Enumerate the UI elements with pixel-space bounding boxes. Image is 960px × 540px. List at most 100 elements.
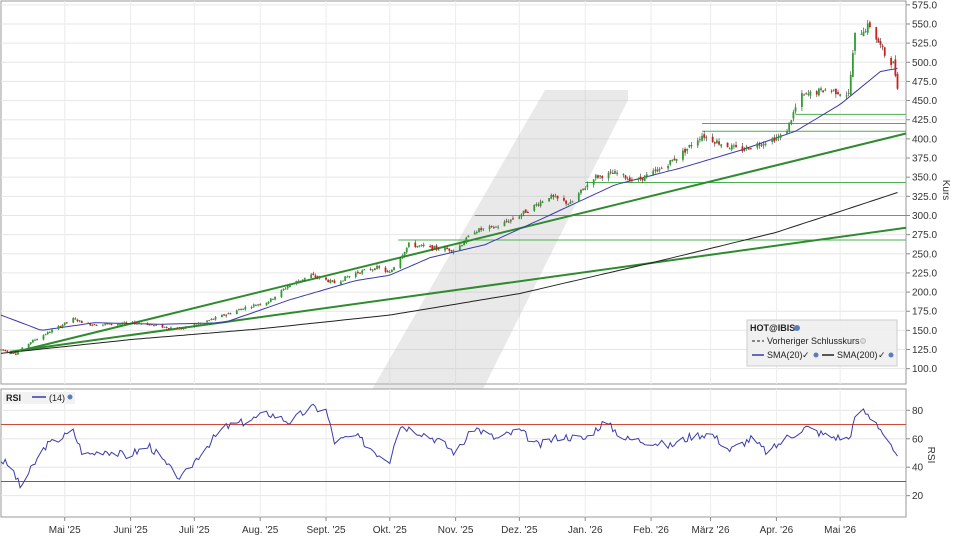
candle-down [74, 318, 77, 320]
price-tick-label: 500.0 [912, 58, 937, 69]
x-tick-label: Mai '25 [49, 525, 81, 536]
legend-toggle-icon[interactable] [860, 338, 866, 344]
x-tick-label: Apr. '26 [760, 525, 794, 536]
legend-item-sma20: SMA(20) [767, 350, 803, 360]
candle-down [877, 38, 880, 43]
legend-title: HOT@IBIS [750, 323, 795, 333]
candle-up [418, 245, 421, 247]
candle-down [448, 248, 451, 251]
candle-up [78, 320, 81, 322]
candle-down [146, 323, 149, 326]
candle-down [327, 279, 330, 283]
candle-down [684, 148, 686, 153]
candle-up [0, 349, 2, 351]
candle-down [212, 318, 215, 320]
candle-up [44, 334, 47, 336]
candle-up [57, 326, 60, 330]
candle-up [393, 267, 395, 271]
candle-up [361, 270, 364, 274]
rsi-month-gridlines [64, 389, 841, 517]
x-tick-label: Jan. '26 [568, 525, 603, 536]
candle-up [235, 310, 238, 315]
candle-up [433, 246, 436, 249]
price-tick-label: 325.0 [912, 192, 937, 203]
candle-up [720, 144, 723, 147]
candle-up [686, 148, 689, 151]
candle-down [325, 277, 327, 280]
candle-down [223, 314, 225, 316]
candle-up [584, 188, 587, 190]
price-tick-label: 200.0 [912, 288, 937, 299]
candle-down [357, 271, 359, 274]
candle-up [839, 94, 842, 96]
candle-down [563, 198, 565, 201]
candle-up [437, 249, 440, 251]
candle-up [667, 166, 669, 169]
legend-check-sma20-icon[interactable]: ✓ [802, 350, 810, 360]
candle-up [416, 245, 419, 248]
candle-down [176, 327, 179, 330]
candle-up [221, 314, 223, 318]
candle-up [29, 342, 32, 345]
candle-up [153, 325, 155, 327]
price-tick-label: 575.0 [912, 0, 937, 11]
candle-up [346, 276, 349, 278]
candle-down [601, 175, 604, 179]
candle-up [284, 288, 287, 290]
candle-up [705, 136, 708, 139]
candle-up [541, 201, 544, 203]
legend-settings-sma200-icon[interactable] [888, 352, 894, 358]
candle-down [868, 22, 871, 28]
candle-up [452, 250, 455, 253]
candle-up [21, 347, 24, 351]
candle-down [490, 225, 493, 227]
x-tick-label: Dez. '25 [501, 525, 538, 536]
candle-up [184, 326, 187, 328]
candle-up [567, 203, 570, 205]
candle-up [777, 136, 780, 138]
candle-up [227, 313, 230, 315]
candle-down [624, 175, 627, 179]
rsi-axis-ticks: 20 40 60 80 [906, 406, 924, 502]
candle-up [688, 145, 691, 148]
candle-up [197, 323, 200, 325]
candle-up [580, 189, 582, 194]
x-tick-label: Juli '25 [179, 525, 210, 536]
rsi-settings-icon[interactable] [67, 394, 73, 400]
candle-down [359, 272, 361, 274]
candle-down [314, 275, 317, 277]
candle-down [4, 349, 7, 351]
legend-check-sma200-icon[interactable]: ✓ [878, 350, 886, 360]
candle-up [458, 245, 461, 251]
candle-down [628, 177, 631, 182]
x-tick-label: Okt. '25 [373, 525, 408, 536]
candle-up [214, 317, 217, 320]
candle-up [463, 242, 466, 246]
candle-up [847, 92, 850, 94]
candle-down [537, 204, 540, 206]
candle-down [747, 148, 750, 150]
candle-down [2, 349, 5, 351]
candle-down [133, 321, 136, 324]
candle-down [609, 171, 612, 173]
candle-up [669, 160, 672, 165]
candle-up [363, 269, 366, 271]
candle-up [577, 193, 580, 202]
candle-up [548, 198, 550, 202]
price-tick-label: 400.0 [912, 134, 937, 145]
candle-up [51, 329, 53, 333]
candle-up [297, 280, 300, 282]
candle-up [488, 226, 491, 230]
candle-down [565, 200, 567, 204]
price-candles [0, 19, 899, 356]
candle-down [89, 323, 92, 326]
candle-up [716, 140, 718, 144]
candle-up [265, 302, 268, 306]
legend-settings-icon[interactable] [794, 325, 800, 331]
candle-down [690, 145, 693, 147]
candle-up [807, 93, 810, 95]
legend-settings-sma20-icon[interactable] [813, 352, 819, 358]
candle-down [703, 134, 706, 138]
candle-up [140, 323, 143, 325]
